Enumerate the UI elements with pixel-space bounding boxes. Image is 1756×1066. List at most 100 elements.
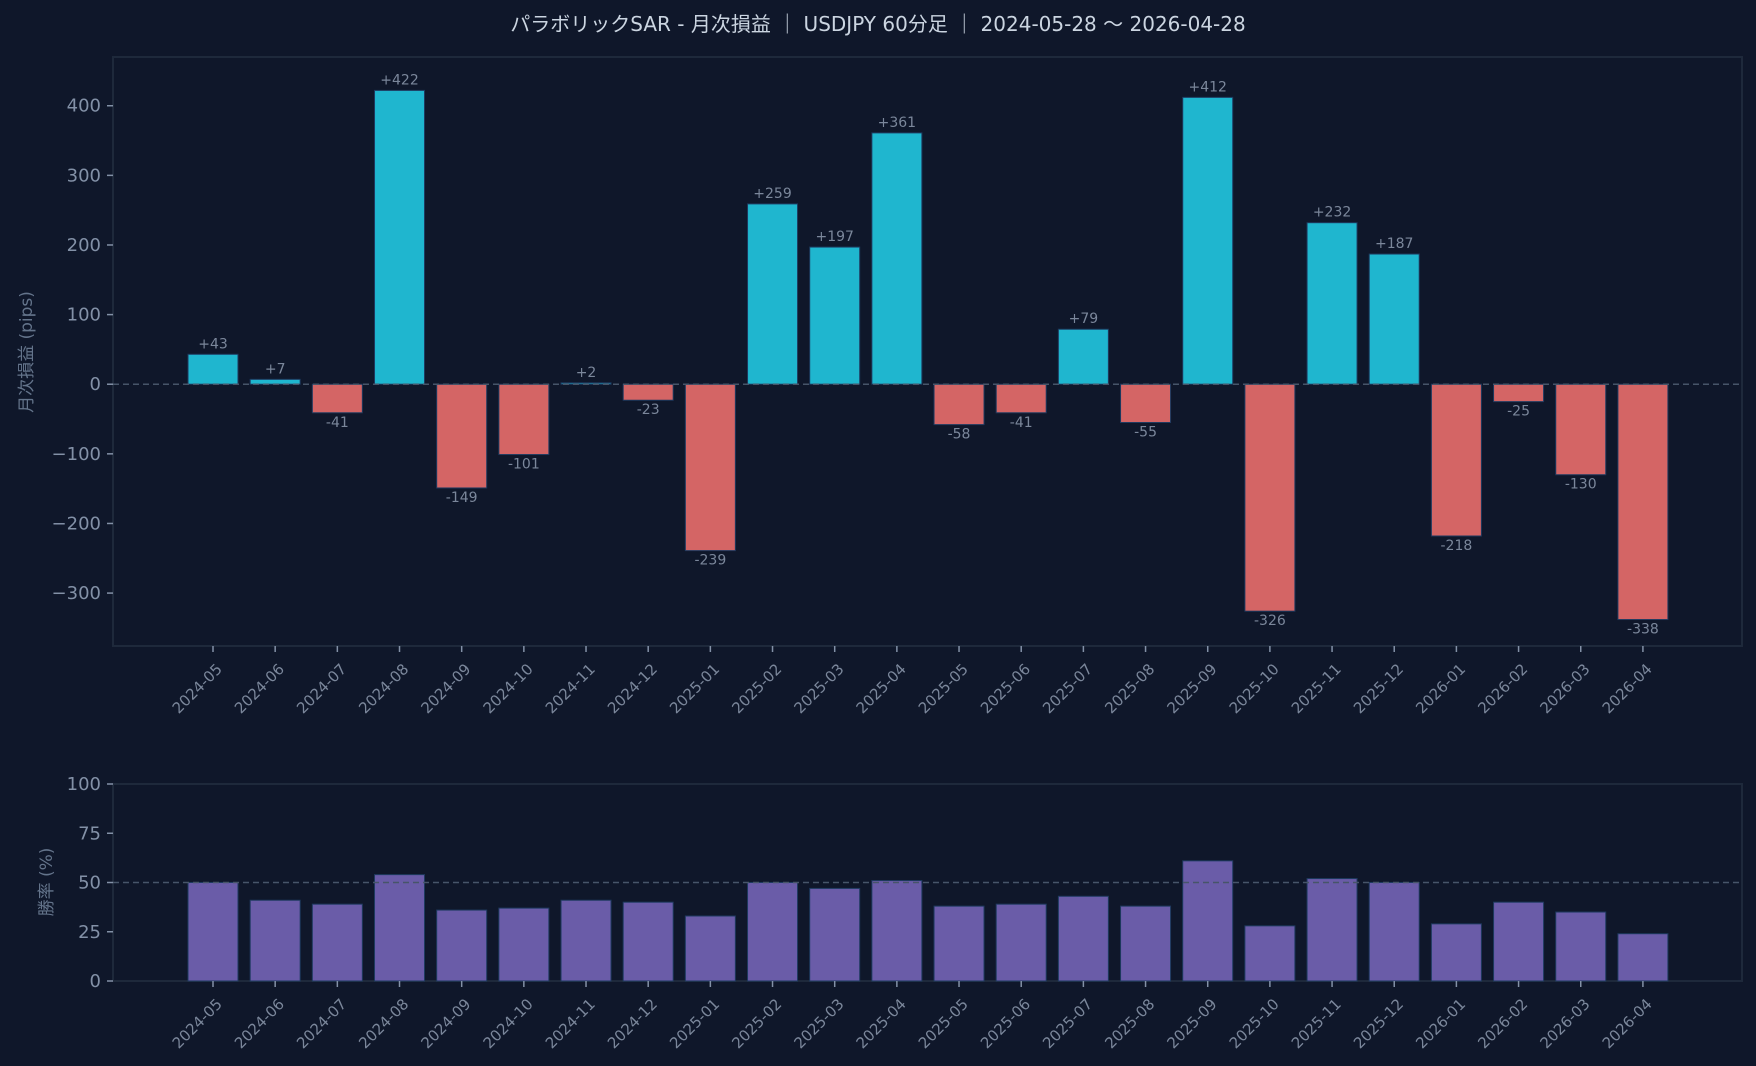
winrate-bar <box>249 899 301 982</box>
winrate-bar <box>871 880 923 982</box>
x-tick-label: 2024-09 <box>417 995 474 1052</box>
winrate-bar <box>1368 882 1420 982</box>
pnl-bar <box>1244 383 1296 612</box>
axes-frame <box>112 56 1743 647</box>
bar-value-label: +2 <box>576 365 597 381</box>
x-tick-label: 2025-04 <box>853 995 910 1052</box>
winrate-bar <box>436 909 488 982</box>
bar-value-label: -41 <box>1010 415 1033 431</box>
pnl-bar <box>809 246 861 385</box>
winrate-bar <box>311 903 363 982</box>
x-tick-label: 2025-09 <box>1163 995 1220 1052</box>
x-tick-label: 2025-04 <box>853 660 910 717</box>
pnl-bar <box>1182 96 1234 385</box>
x-tick-label: 2025-01 <box>666 660 723 717</box>
x-tick-label: 2026-02 <box>1474 995 1531 1052</box>
bar-value-label: +232 <box>1313 205 1351 221</box>
winrate-bar <box>684 915 736 982</box>
y-tick-label: 300 <box>67 165 101 186</box>
bar-value-label: -218 <box>1441 538 1473 554</box>
x-tick-label: 2026-02 <box>1474 660 1531 717</box>
bar-value-label: +7 <box>265 361 286 377</box>
x-tick-label: 2026-03 <box>1537 660 1594 717</box>
x-tick-label: 2024-10 <box>480 995 537 1052</box>
pnl-bar <box>1617 383 1669 621</box>
winrate-bar <box>187 882 239 982</box>
bar-value-label: -25 <box>1507 404 1530 420</box>
y-tick-label: 0 <box>90 971 101 992</box>
pnl-bar <box>1430 383 1482 537</box>
x-tick-label: 2026-03 <box>1537 995 1594 1052</box>
x-tick-label: 2024-06 <box>231 660 288 717</box>
x-tick-label: 2026-01 <box>1412 995 1469 1052</box>
x-tick-label: 2025-07 <box>1039 660 1096 717</box>
winrate-bar <box>1057 895 1109 982</box>
bar-value-label: -55 <box>1134 425 1157 441</box>
y-tick-label: 50 <box>78 873 101 894</box>
bar-value-label: +361 <box>878 115 916 131</box>
y-tick-label: 75 <box>78 823 101 844</box>
winrate-bar <box>560 899 612 982</box>
winrate-bar <box>1182 860 1234 982</box>
pnl-bar <box>933 383 985 426</box>
pnl-bar <box>311 383 363 414</box>
x-tick-label: 2025-11 <box>1288 995 1345 1052</box>
pnl-bar <box>747 203 799 385</box>
x-tick-label: 2025-10 <box>1226 660 1283 717</box>
y-tick-label: 0 <box>90 374 101 395</box>
winrate-bar <box>1120 905 1172 982</box>
pnl-bar <box>684 383 736 552</box>
x-tick-label: 2025-11 <box>1288 660 1345 717</box>
bar-value-label: -41 <box>326 415 349 431</box>
y-axis-title: 勝率 (%) <box>37 848 57 917</box>
x-tick-label: 2026-04 <box>1599 660 1656 717</box>
pnl-bar <box>1555 383 1607 476</box>
chart-title: パラボリックSAR - 月次損益 ｜ USDJPY 60分足 ｜ 2024-05… <box>510 12 1246 36</box>
bar-value-label: -101 <box>508 457 540 473</box>
x-tick-label: 2025-05 <box>915 660 972 717</box>
bar-value-label: +259 <box>753 186 791 202</box>
x-tick-label: 2025-03 <box>790 995 847 1052</box>
pnl-bar <box>1493 383 1545 403</box>
x-tick-label: 2024-07 <box>293 995 350 1052</box>
winrate-bar <box>809 887 861 982</box>
bar-value-label: +412 <box>1188 79 1226 95</box>
bar-value-label: -58 <box>948 427 971 443</box>
y-tick-label: 100 <box>67 305 101 326</box>
x-tick-label: 2025-01 <box>666 995 723 1052</box>
pnl-bar <box>1120 383 1172 424</box>
x-tick-label: 2025-08 <box>1101 995 1158 1052</box>
bar-value-label: +187 <box>1375 236 1413 252</box>
x-tick-label: 2024-05 <box>169 660 226 717</box>
x-tick-label: 2024-08 <box>355 660 412 717</box>
winrate-bar <box>747 882 799 982</box>
bar-value-label: -239 <box>694 553 726 569</box>
x-tick-label: 2026-04 <box>1599 995 1656 1052</box>
pnl-bar <box>187 353 239 385</box>
x-tick-label: 2025-08 <box>1101 660 1158 717</box>
x-tick-label: 2024-10 <box>480 660 537 717</box>
x-tick-label: 2024-09 <box>417 660 474 717</box>
pnl-chart: −300 −200 −100 0 100 200 300 400 月次損益 (pips) +43 2… <box>17 56 1743 717</box>
y-axis-title: 月次損益 (pips) <box>17 291 37 413</box>
winrate-bar <box>1617 933 1669 982</box>
winrate-bar <box>498 907 550 982</box>
x-tick-label: 2025-07 <box>1039 995 1096 1052</box>
winrate-bar <box>1306 878 1358 982</box>
pnl-bar <box>1368 253 1420 385</box>
x-tick-label: 2024-06 <box>231 995 288 1052</box>
pnl-bar <box>1057 328 1109 385</box>
y-tick-label: 25 <box>78 922 101 943</box>
bar-value-label: -326 <box>1254 613 1286 629</box>
x-tick-label: 2024-05 <box>169 995 226 1052</box>
x-tick-label: 2025-06 <box>977 660 1034 717</box>
x-tick-label: 2025-10 <box>1226 995 1283 1052</box>
winrate-bar <box>1244 925 1296 982</box>
pnl-bar <box>871 132 923 385</box>
x-tick-label: 2024-07 <box>293 660 350 717</box>
y-tick-label: 100 <box>67 774 101 795</box>
x-tick-label: 2024-08 <box>355 995 412 1052</box>
x-tick-label: 2024-11 <box>542 995 599 1052</box>
